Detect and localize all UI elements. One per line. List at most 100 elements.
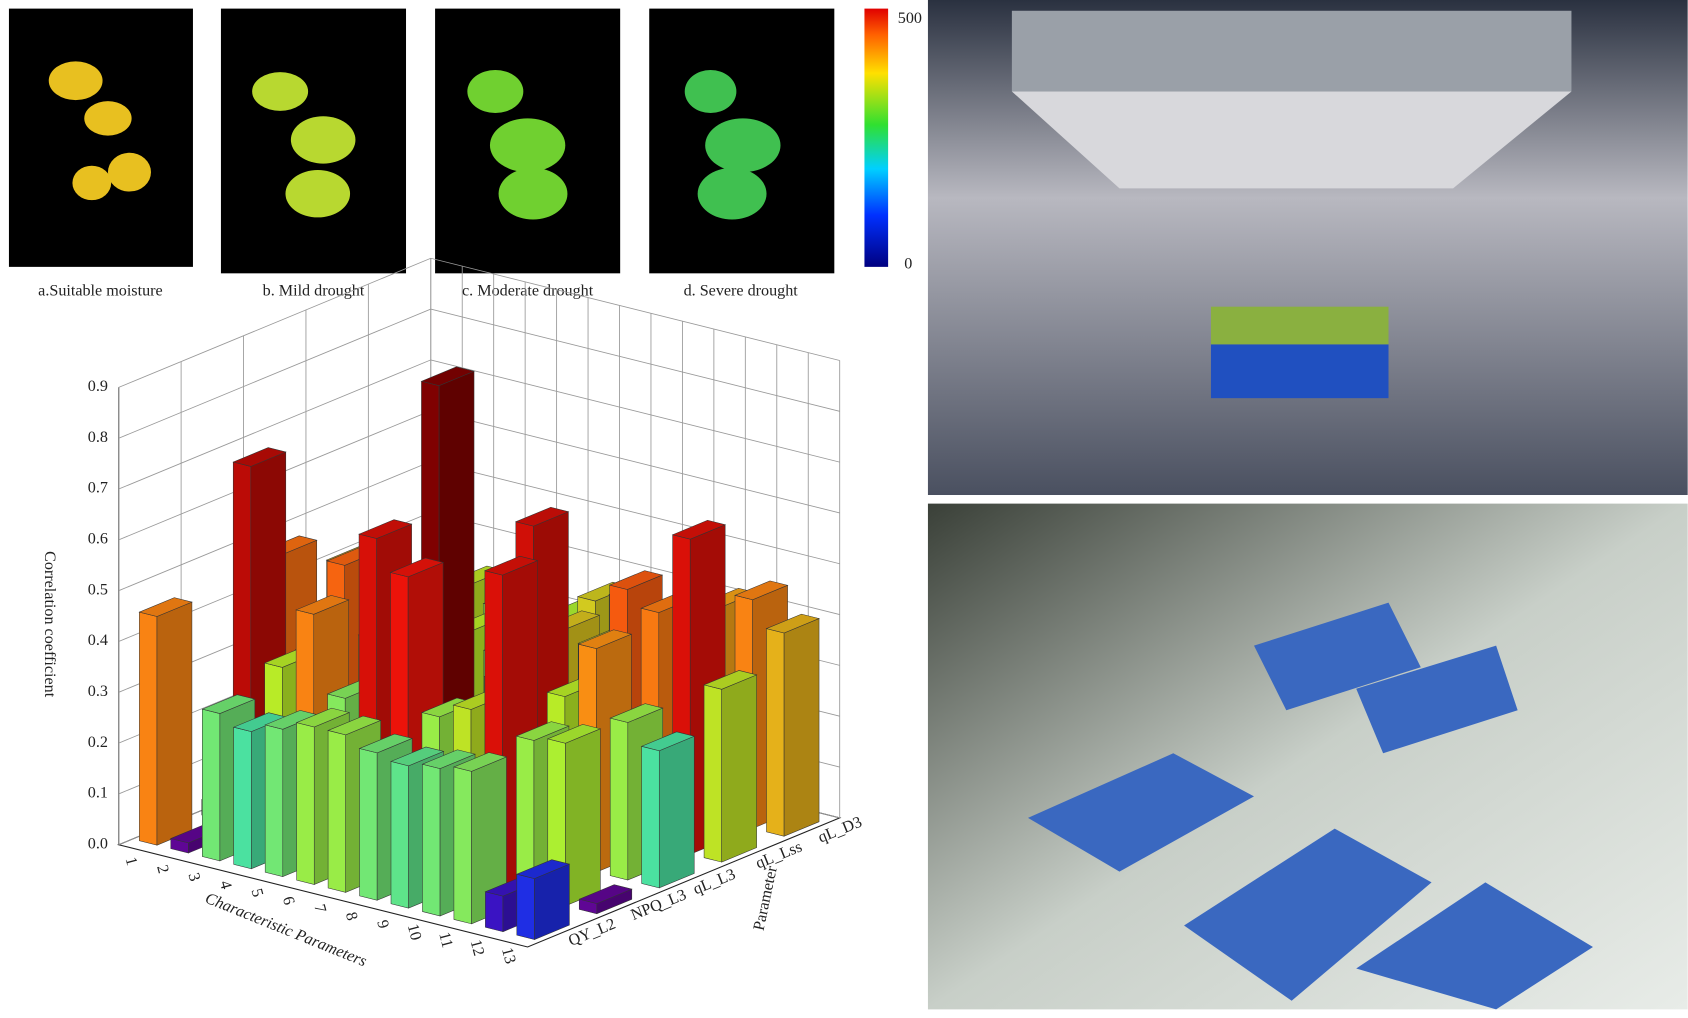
- grid-line: [118, 257, 840, 388]
- z-tick-label: 0.8: [88, 429, 108, 446]
- x-tick-label: 5: [247, 887, 266, 899]
- bar-top: [546, 724, 602, 744]
- leaf-shape: [684, 69, 781, 220]
- bar-front: [201, 708, 221, 862]
- bar-side: [156, 601, 193, 846]
- caption: a.Suitable moisture: [38, 282, 163, 299]
- z-tick-label: 0.6: [88, 531, 108, 548]
- bar: [703, 670, 758, 863]
- bar-top: [358, 733, 413, 754]
- bar-top: [484, 555, 539, 576]
- bar-top: [420, 366, 475, 386]
- bar-front: [485, 891, 504, 933]
- y-axis-title: Parameter: [751, 864, 781, 932]
- bar: [765, 613, 820, 837]
- bar-top: [671, 520, 727, 540]
- light-housing: [1011, 10, 1572, 92]
- plants: [1210, 306, 1389, 345]
- bar-top: [138, 597, 193, 617]
- leaf-shape: [252, 72, 356, 218]
- bar-side: [721, 674, 757, 863]
- plant-tray: [1028, 753, 1254, 872]
- z-tick-label: 0.5: [88, 581, 108, 598]
- x-tick-label: 1: [122, 855, 141, 867]
- z-tick-label: 0.0: [88, 835, 108, 852]
- plant-tray: [1356, 645, 1518, 754]
- z-tick-label: 0.3: [88, 683, 108, 700]
- bar-top: [734, 580, 789, 601]
- plant-tray: [1184, 828, 1432, 1001]
- colorbar: [864, 8, 889, 267]
- bar-top: [609, 703, 664, 723]
- bar-top: [421, 749, 476, 769]
- bar-top: [608, 570, 664, 590]
- bar: [640, 731, 696, 889]
- grid-line: [118, 410, 840, 541]
- bar: [515, 859, 571, 940]
- x-tick-label: 10: [404, 922, 425, 942]
- x-tick-label: 2: [153, 863, 172, 875]
- bar-top: [389, 557, 444, 578]
- bar-top: [515, 721, 570, 741]
- grid-line: [118, 308, 840, 439]
- image: [8, 8, 193, 267]
- z-axis-title: Correlation coefficient: [41, 551, 58, 698]
- x-tick-label: 8: [342, 910, 361, 922]
- bar-front: [139, 611, 158, 846]
- leaf-shape: [467, 69, 568, 220]
- colorbar-label: 500: [898, 10, 922, 27]
- x-tick-label: 9: [373, 918, 392, 930]
- bar-front: [641, 745, 660, 889]
- x-tick-label: 13: [498, 946, 519, 966]
- bar-top: [201, 694, 256, 714]
- grid-line: [118, 359, 840, 490]
- colorbar-label: 0: [904, 255, 912, 272]
- x-tick-label: 7: [310, 902, 329, 914]
- bar-top: [515, 859, 571, 879]
- bar-top: [640, 731, 696, 751]
- bar-front: [233, 726, 252, 870]
- caption: c. Moderate drought: [462, 282, 594, 299]
- bar-top: [295, 595, 350, 615]
- bar-top: [577, 629, 633, 649]
- plant-tray: [1210, 344, 1389, 399]
- leaf-shape: [48, 61, 151, 201]
- z-tick-label: 0.2: [88, 734, 108, 751]
- bar-top: [295, 707, 351, 728]
- bar-front: [453, 766, 472, 925]
- caption: b. Mild drought: [263, 282, 365, 299]
- x-tick-label: 12: [467, 938, 488, 958]
- image-panels: a.Suitable moisture b. Mild drought c. M…: [8, 8, 922, 299]
- bar-front: [359, 748, 378, 901]
- bar-top: [358, 519, 413, 539]
- bar-side: [783, 618, 820, 837]
- z-tick-label: 0.1: [88, 785, 108, 802]
- bar: [138, 597, 193, 846]
- bar: [453, 752, 508, 925]
- z-tick-label: 0.9: [88, 378, 108, 395]
- x-tick-label: 11: [435, 930, 455, 949]
- bar-top: [514, 507, 570, 527]
- x-tick-label: 4: [216, 879, 235, 891]
- z-tick-label: 0.7: [88, 480, 108, 497]
- bar-front: [327, 730, 346, 893]
- bar-front: [264, 724, 284, 877]
- bar-top: [578, 884, 633, 904]
- x-tick-label: 3: [185, 871, 204, 883]
- bar-top: [765, 613, 820, 634]
- bar-top: [327, 715, 382, 736]
- bar-front: [703, 684, 722, 863]
- bar: [578, 884, 633, 915]
- bar-top: [390, 746, 445, 767]
- bar-top: [232, 447, 287, 467]
- bar-front: [516, 873, 535, 940]
- bar-front: [766, 628, 785, 837]
- y-tick-label: qL_D3: [816, 814, 865, 847]
- z-tick-label: 0.4: [88, 632, 108, 649]
- plant-tray: [1356, 882, 1593, 1010]
- bar-top: [703, 670, 758, 690]
- bar-front: [296, 722, 315, 885]
